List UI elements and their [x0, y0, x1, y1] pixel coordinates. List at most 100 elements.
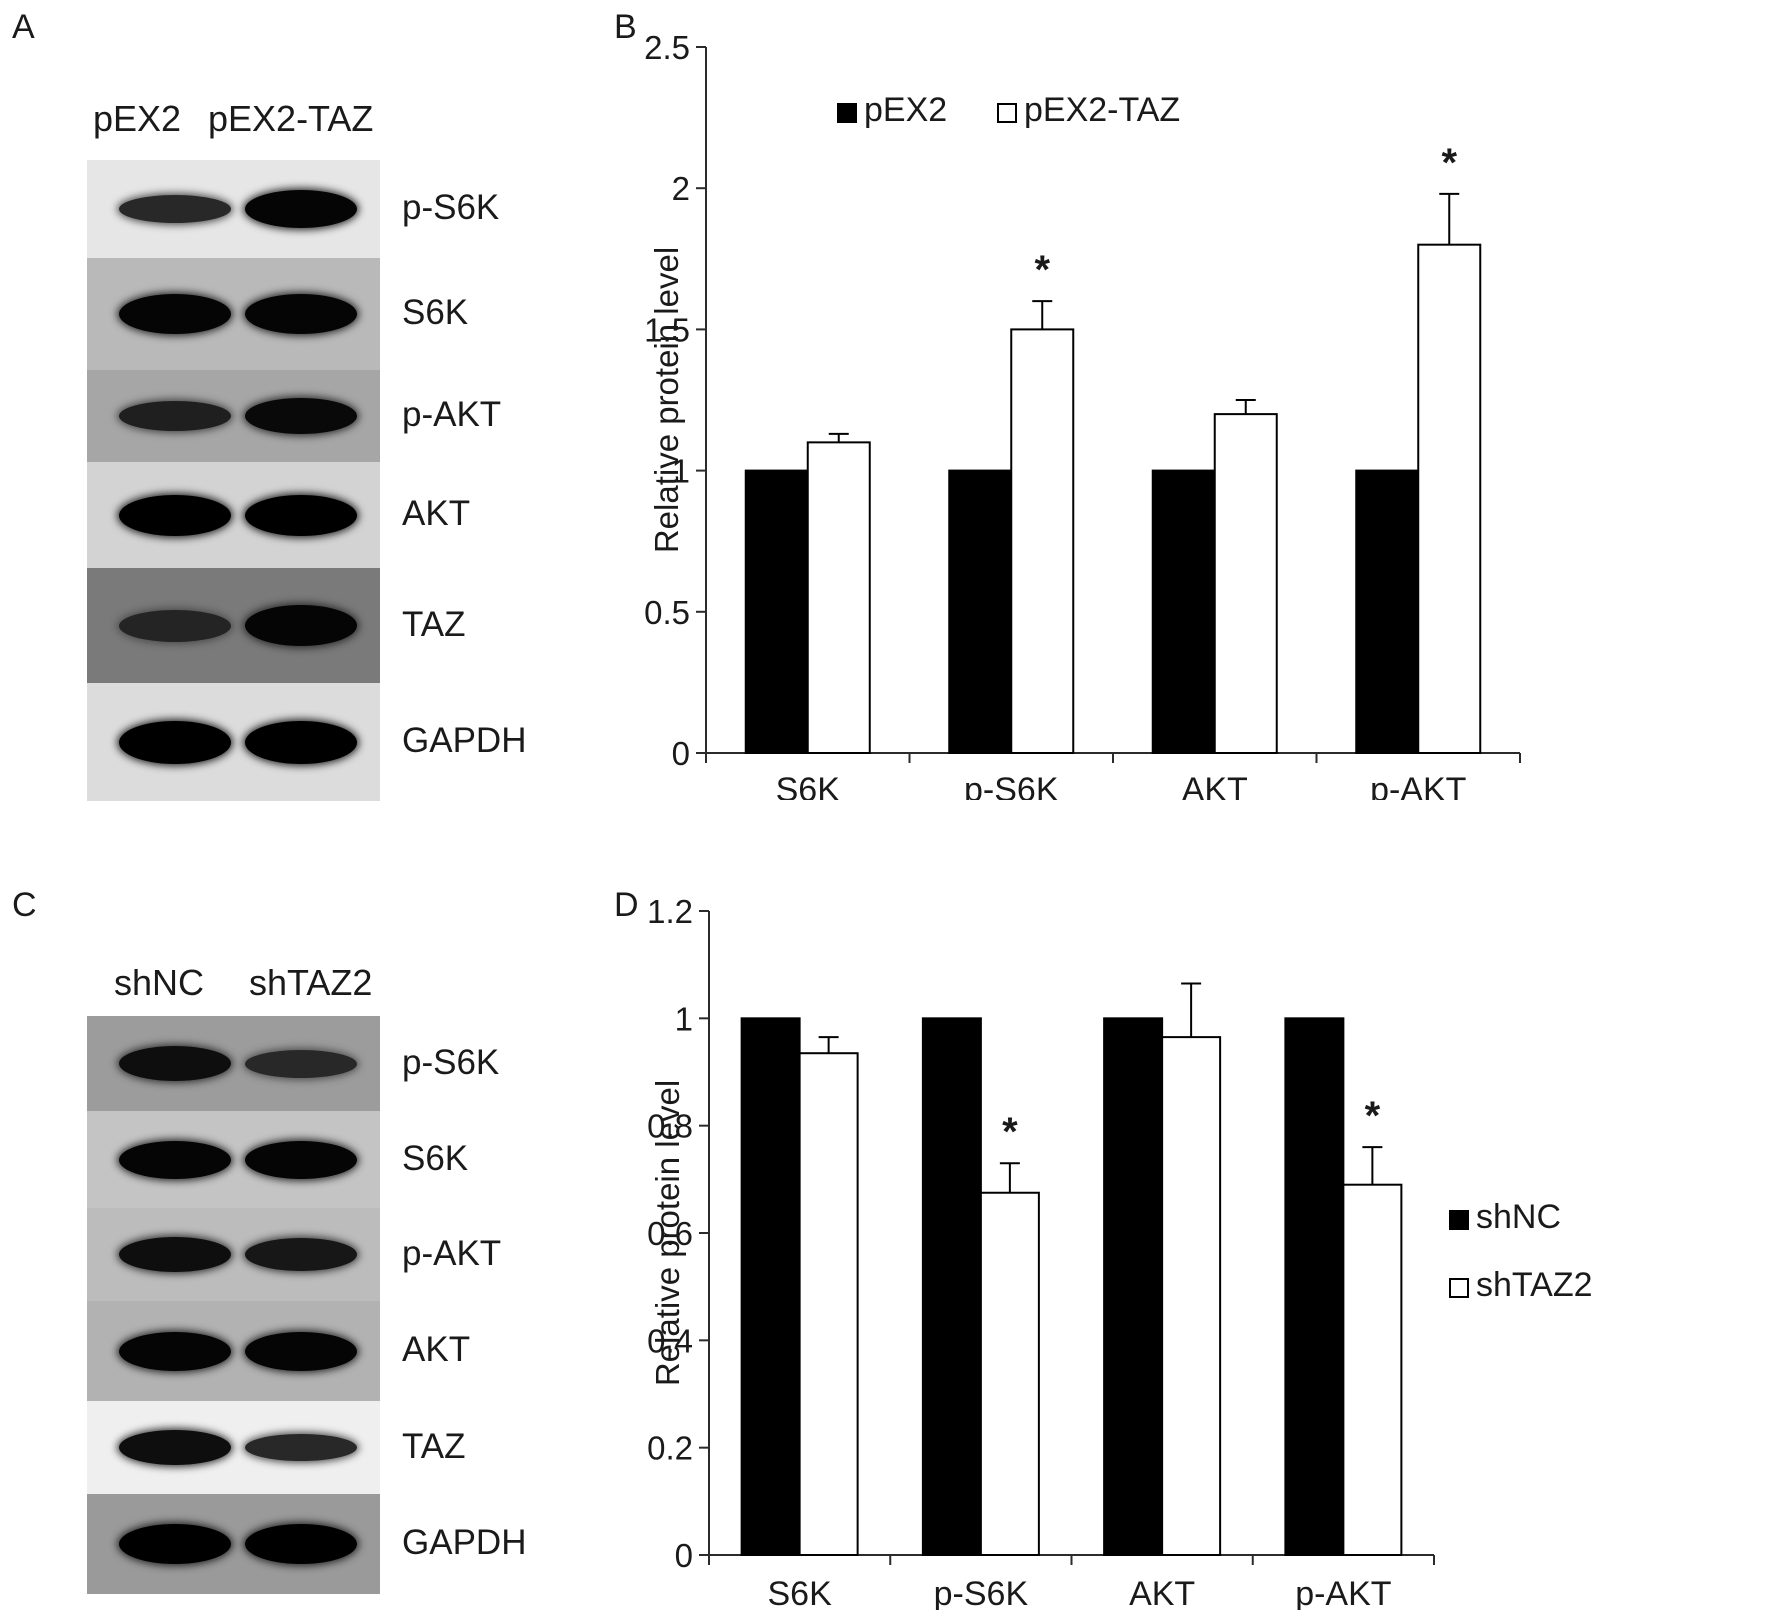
y-tick-label: 1: [672, 453, 690, 490]
blot-band: [119, 401, 231, 431]
bar-treatment: [1342, 1183, 1403, 1556]
lane-label-2: pEX2-TAZ: [208, 98, 374, 139]
x-tick-label: p-AKT: [1370, 771, 1466, 800]
blot-strip: [87, 1208, 380, 1301]
panel-b-letter: B: [614, 8, 637, 46]
blot-band: [245, 1332, 357, 1371]
blot-band: [245, 495, 357, 536]
blot-band: [245, 605, 357, 646]
x-tick-label: S6K: [767, 1575, 832, 1610]
blot-row-label: GAPDH: [402, 1523, 527, 1562]
blot-row-label: p-AKT: [402, 395, 502, 434]
bar-treatment: [1417, 243, 1482, 754]
blot-band: [119, 1141, 231, 1179]
blot-strip: [87, 258, 380, 370]
blot-band: [119, 610, 231, 642]
blot-row-label: S6K: [402, 293, 469, 332]
blot-row-label: S6K: [402, 1138, 469, 1178]
lane-label-1: shNC: [114, 962, 205, 1003]
blot-row-label: TAZ: [402, 604, 466, 644]
bar-control: [1151, 469, 1216, 754]
bar-treatment: [1213, 413, 1278, 754]
legend-swatch: [837, 103, 857, 123]
blot-band: [245, 1434, 357, 1461]
blot-band: [119, 1332, 231, 1371]
legend-label: pEX2: [864, 91, 947, 129]
bar-treatment: [1010, 328, 1075, 754]
legend-label: pEX2-TAZ: [1024, 91, 1180, 129]
blot-strip: [87, 462, 380, 568]
blot-band: [245, 190, 357, 228]
blot-strip: [87, 1111, 380, 1208]
blot-a: [87, 160, 380, 801]
lane-label-2: shTAZ2: [249, 962, 373, 1003]
panel-c-letter: C: [12, 886, 37, 924]
y-tick-label: 2.5: [644, 29, 690, 66]
blot-strip: [87, 1016, 380, 1111]
blot-band: [245, 1238, 357, 1271]
blot-row-label: AKT: [402, 1330, 471, 1369]
blot-strip: [87, 160, 380, 258]
bar-control: [740, 1017, 801, 1557]
y-tick-label: 1.2: [647, 893, 693, 930]
blot-band: [119, 1524, 231, 1564]
y-tick-label: 0.2: [647, 1430, 693, 1467]
x-tick-label: AKT: [1182, 771, 1248, 800]
y-axis-title: Relative protein level: [648, 247, 685, 553]
blot-band: [119, 195, 231, 223]
x-tick-label: p-S6K: [964, 771, 1059, 800]
y-axis-title: Relative protein level: [649, 1080, 686, 1386]
blot-row-label: TAZ: [402, 1426, 466, 1466]
y-tick-label: 0.8: [647, 1108, 693, 1145]
legend-label: shTAZ2: [1476, 1266, 1593, 1304]
legend-swatch: [1449, 1278, 1469, 1298]
significance-marker: *: [1034, 248, 1050, 292]
blot-strip: [87, 1494, 380, 1594]
bar-treatment: [1161, 1036, 1222, 1557]
y-tick-label: 0.5: [644, 594, 690, 631]
x-tick-label: p-AKT: [1295, 1575, 1391, 1610]
bar-treatment: [798, 1052, 859, 1556]
legend-label: shNC: [1476, 1198, 1561, 1236]
bar-control: [948, 469, 1013, 754]
blot-strip: [87, 683, 380, 801]
blot-strip: [87, 568, 380, 683]
panel-a-letter: A: [12, 8, 35, 46]
y-tick-label: 0.6: [647, 1215, 693, 1252]
blot-band: [119, 1237, 231, 1272]
blot-row-label: AKT: [402, 494, 471, 533]
bar-treatment: [979, 1191, 1040, 1556]
bar-control: [1284, 1017, 1345, 1557]
bar-treatment: [806, 441, 871, 754]
blot-band: [245, 1524, 357, 1564]
chart-b: 0 0.5 1 1.5 2 2.5 Relative protein level S6K p-S…: [644, 29, 1521, 800]
blot-row-label: p-S6K: [402, 1042, 500, 1082]
x-tick-label: AKT: [1129, 1575, 1195, 1610]
bar-control: [1103, 1017, 1164, 1557]
y-tick-label: 2: [672, 170, 690, 207]
blot-strip: [87, 1401, 380, 1494]
blot-c: [87, 1016, 380, 1594]
chart-d: 0 0.2 0.4 0.6 0.8 1 1.2 Relative protein level S…: [647, 893, 1593, 1610]
blot-band: [119, 495, 231, 536]
panel-d-letter: D: [614, 886, 639, 924]
blot-row-label: GAPDH: [402, 721, 527, 760]
y-tick-label: 1: [675, 1000, 693, 1037]
y-tick-label: 0.4: [647, 1322, 693, 1359]
blot-band: [119, 1046, 231, 1081]
blot-band: [119, 1430, 231, 1465]
y-tick-label: 0: [675, 1537, 693, 1574]
significance-marker: *: [1441, 141, 1457, 185]
blot-strip: [87, 1301, 380, 1401]
blot-band: [245, 721, 357, 764]
blot-band: [245, 398, 357, 434]
x-tick-label: p-S6K: [934, 1575, 1029, 1610]
significance-marker: *: [1002, 1110, 1018, 1154]
bar-control: [1355, 469, 1420, 754]
blot-band: [245, 1050, 357, 1078]
lane-label-1: pEX2: [93, 98, 182, 139]
blot-row-label: p-AKT: [402, 1233, 502, 1273]
y-tick-label: 0: [672, 735, 690, 772]
blot-band: [119, 721, 231, 764]
blot-band: [245, 294, 357, 334]
